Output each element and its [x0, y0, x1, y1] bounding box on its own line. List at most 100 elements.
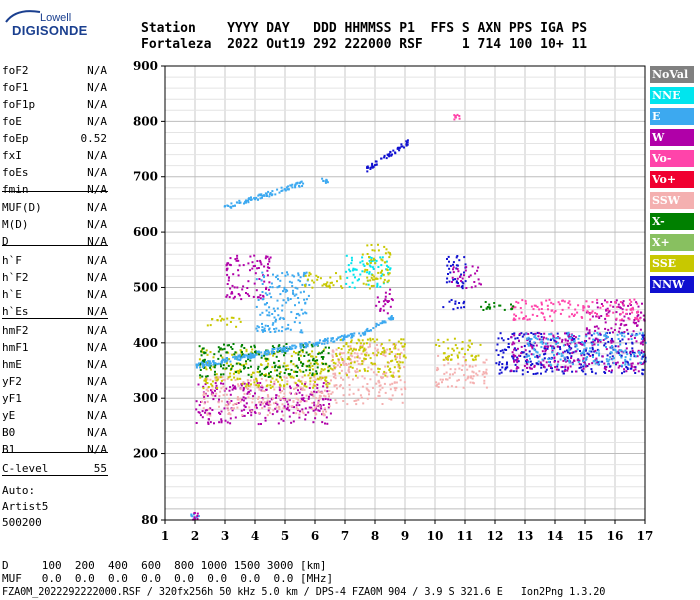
- data-point: [381, 256, 384, 259]
- data-point: [539, 341, 542, 344]
- data-point: [319, 339, 321, 342]
- data-point: [263, 351, 266, 354]
- param-label: h`F2: [2, 271, 29, 284]
- data-point: [292, 292, 294, 295]
- data-point: [518, 317, 521, 320]
- data-point: [614, 345, 617, 348]
- data-point: [260, 423, 262, 425]
- data-point: [311, 355, 314, 358]
- data-point: [394, 355, 396, 358]
- param-label: foF1: [2, 81, 29, 94]
- data-point: [253, 381, 256, 384]
- data-point: [239, 388, 242, 391]
- data-point: [247, 412, 249, 414]
- data-point: [230, 291, 233, 294]
- data-point: [356, 376, 359, 379]
- data-point: [308, 274, 311, 277]
- data-point: [248, 294, 251, 297]
- data-point: [437, 386, 440, 388]
- data-point: [471, 370, 474, 373]
- data-point: [301, 408, 304, 411]
- data-point: [256, 329, 259, 332]
- data-point: [249, 352, 252, 355]
- data-point: [220, 362, 223, 365]
- data-point: [617, 303, 620, 306]
- data-point: [375, 163, 378, 166]
- data-point: [295, 406, 298, 409]
- data-point: [324, 407, 326, 410]
- data-point: [383, 278, 386, 281]
- data-point: [374, 347, 377, 350]
- data-point: [512, 306, 515, 309]
- data-point: [435, 384, 438, 387]
- data-point: [454, 368, 457, 371]
- data-point: [237, 402, 240, 404]
- data-point: [291, 274, 294, 277]
- data-point: [472, 375, 475, 378]
- data-point: [555, 341, 558, 343]
- data-point: [286, 383, 289, 386]
- data-point: [546, 338, 549, 341]
- data-point: [294, 352, 297, 355]
- data-point: [366, 253, 369, 255]
- data-point: [640, 341, 643, 344]
- data-point: [266, 350, 269, 353]
- data-point: [276, 307, 279, 310]
- data-point: [278, 364, 281, 367]
- data-point: [218, 398, 220, 401]
- data-point: [446, 338, 449, 341]
- param-row: foEs N/A: [2, 164, 107, 181]
- data-point: [341, 339, 344, 342]
- param-row: foF2 N/A: [2, 62, 107, 79]
- data-point: [377, 394, 380, 397]
- data-point: [596, 306, 599, 309]
- data-point: [321, 357, 324, 360]
- data-point: [561, 370, 564, 373]
- data-point: [521, 299, 524, 302]
- data-point: [258, 193, 261, 196]
- data-point: [389, 288, 392, 291]
- data-point: [371, 278, 374, 281]
- data-point: [396, 356, 398, 359]
- data-point: [631, 306, 634, 309]
- data-point: [577, 337, 580, 340]
- data-point: [301, 185, 304, 187]
- data-point: [581, 341, 584, 344]
- data-point: [277, 329, 280, 332]
- data-point: [599, 340, 602, 343]
- data-point: [383, 261, 386, 264]
- data-point: [258, 401, 260, 404]
- data-point: [631, 311, 634, 314]
- data-point: [268, 195, 271, 198]
- data-point: [597, 363, 600, 365]
- data-point: [369, 166, 372, 169]
- data-point: [227, 351, 230, 354]
- data-point: [596, 331, 599, 334]
- data-point: [287, 368, 290, 370]
- data-point: [589, 318, 592, 321]
- data-point: [625, 312, 628, 315]
- data-point: [243, 347, 246, 349]
- data-point: [553, 311, 556, 314]
- data-point: [292, 400, 295, 403]
- data-point: [319, 372, 322, 375]
- data-point: [260, 351, 263, 354]
- data-point: [245, 350, 248, 353]
- param-row: hmF1 N/A: [2, 339, 107, 356]
- data-point: [311, 394, 314, 396]
- data-point: [335, 338, 338, 341]
- data-point: [351, 349, 354, 352]
- data-point: [451, 347, 454, 350]
- data-point: [632, 369, 635, 372]
- data-point: [264, 303, 267, 306]
- data-point: [591, 348, 594, 351]
- data-point: [564, 332, 566, 335]
- data-point: [301, 382, 304, 385]
- data-point: [534, 334, 537, 337]
- param-label: h`F: [2, 254, 22, 267]
- data-point: [366, 383, 369, 385]
- data-point: [278, 395, 280, 398]
- data-point: [370, 260, 373, 263]
- data-point: [352, 392, 355, 395]
- data-point: [334, 372, 337, 375]
